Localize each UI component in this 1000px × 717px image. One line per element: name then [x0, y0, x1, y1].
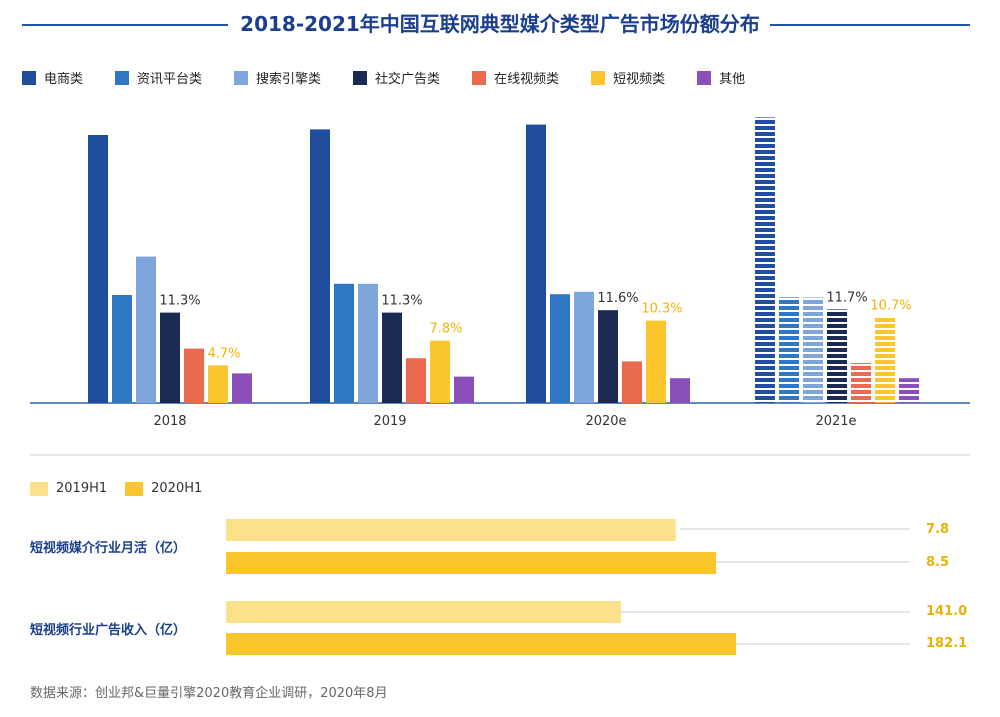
title-line-right	[770, 24, 970, 26]
legend-swatch	[472, 70, 487, 85]
hbar-value-label: 141.0	[926, 604, 968, 619]
bar-2020e-在线视频类	[622, 361, 642, 403]
bar-2020e-搜索引擎类	[574, 291, 594, 403]
data-label-社交广告类-2018: 11.3%	[159, 294, 200, 309]
bar-2018-资讯平台类	[112, 295, 132, 403]
hbar-value-label: 8.5	[926, 555, 950, 570]
bar-2020e-资讯平台类	[550, 294, 570, 403]
bar-2019-搜索引擎类	[358, 283, 378, 403]
bar-2018-短视频类	[208, 365, 228, 403]
data-label-社交广告类-2020e: 11.6%	[597, 291, 638, 306]
legend-label: 短视频类	[613, 72, 666, 87]
legend-item-top: 资讯平台类	[115, 68, 202, 87]
source-note: 数据来源：创业邦&巨量引擎2020教育企业调研，2020年8月	[30, 686, 388, 701]
hbar-2019H1-0	[226, 519, 676, 541]
legend-bottom: 2019H1 2020H1	[30, 481, 220, 496]
bar-2020e-短视频类	[646, 320, 666, 403]
legend-item-bottom: 2019H1	[30, 481, 107, 496]
legend-item-bottom: 2020H1	[125, 481, 202, 496]
bar-2021e-电商类	[755, 117, 775, 404]
legend-label: 搜索引擎类	[256, 72, 322, 87]
bar-2021e-其他	[899, 378, 919, 403]
bar-2018-社交广告类	[160, 312, 180, 403]
bar-2020e-社交广告类	[598, 310, 618, 403]
legend-item-top: 搜索引擎类	[234, 68, 321, 87]
bar-2020e-其他	[670, 378, 690, 403]
hbar-2020H1-1	[226, 633, 736, 655]
bar-2021e-在线视频类	[851, 363, 871, 403]
bar-2018-搜索引擎类	[136, 256, 156, 403]
bar-2021e-搜索引擎类	[803, 297, 823, 403]
data-label-社交广告类-2019: 11.3%	[381, 294, 422, 309]
data-label-短视频类-2019: 7.8%	[429, 322, 462, 337]
legend-label: 社交广告类	[375, 72, 441, 87]
bar-2020e-电商类	[526, 124, 546, 403]
bar-2018-其他	[232, 373, 252, 403]
hbar-2019H1-1	[226, 601, 621, 623]
legend-swatch	[22, 70, 36, 85]
data-label-短视频类-2020e: 10.3%	[641, 302, 682, 317]
legend-swatch	[30, 481, 48, 496]
hbar-value-label: 7.8	[926, 522, 950, 537]
x-tick-label: 2018	[153, 414, 187, 429]
chart-title: 2018-2021年中国互联网典型媒介类型广告市场份额分布	[240, 12, 760, 36]
bar-2019-在线视频类	[406, 358, 426, 403]
hbar-category-label: 短视频媒介行业月活（亿）	[30, 541, 187, 556]
legend-label: 电商类	[44, 72, 84, 87]
bar-2019-资讯平台类	[334, 283, 354, 403]
bar-2019-短视频类	[430, 340, 450, 403]
bar-2018-在线视频类	[184, 348, 204, 403]
x-tick-label: 2019	[373, 414, 407, 429]
legend-label: 资讯平台类	[137, 72, 203, 87]
legend-item-top: 社交广告类	[353, 68, 440, 87]
legend-item-top: 其他	[697, 68, 745, 87]
data-label-社交广告类-2021e: 11.7%	[826, 290, 867, 305]
bar-2018-电商类	[88, 135, 108, 403]
legend-swatch	[234, 70, 249, 85]
legend-label: 在线视频类	[494, 72, 560, 87]
x-tick-label: 2020e	[585, 414, 627, 429]
data-label-短视频类-2018: 4.7%	[207, 346, 240, 361]
hbar-2020H1-0	[226, 552, 716, 574]
legend-swatch	[125, 481, 144, 496]
bar-2019-社交广告类	[382, 312, 402, 403]
bar-2019-电商类	[310, 129, 330, 403]
legend-label: 其他	[719, 72, 746, 87]
legend-item-top: 短视频类	[591, 68, 665, 87]
legend-swatch	[697, 70, 712, 85]
legend-item-top: 在线视频类	[472, 68, 559, 87]
bar-2019-其他	[454, 376, 474, 403]
title-line-left	[22, 24, 228, 26]
bar-2021e-社交广告类	[827, 309, 847, 403]
hbar-value-label: 182.1	[926, 636, 968, 651]
bar-2021e-短视频类	[875, 317, 895, 403]
legend-label: 2020H1	[151, 481, 203, 496]
legend-item-top: 电商类	[22, 68, 83, 87]
legend-swatch	[115, 70, 130, 85]
bar-2021e-资讯平台类	[779, 297, 799, 403]
legend-label: 2019H1	[56, 481, 108, 496]
legend-swatch	[353, 70, 368, 85]
hbar-category-label: 短视频行业广告收入（亿）	[30, 623, 187, 638]
legend-swatch	[591, 70, 606, 85]
legend-top: 电商类 资讯平台类 搜索引擎类 社交广告类 在线视频类 短视频类 其他	[22, 68, 777, 87]
x-tick-label: 2021e	[815, 414, 857, 429]
data-label-短视频类-2021e: 10.7%	[870, 298, 911, 313]
